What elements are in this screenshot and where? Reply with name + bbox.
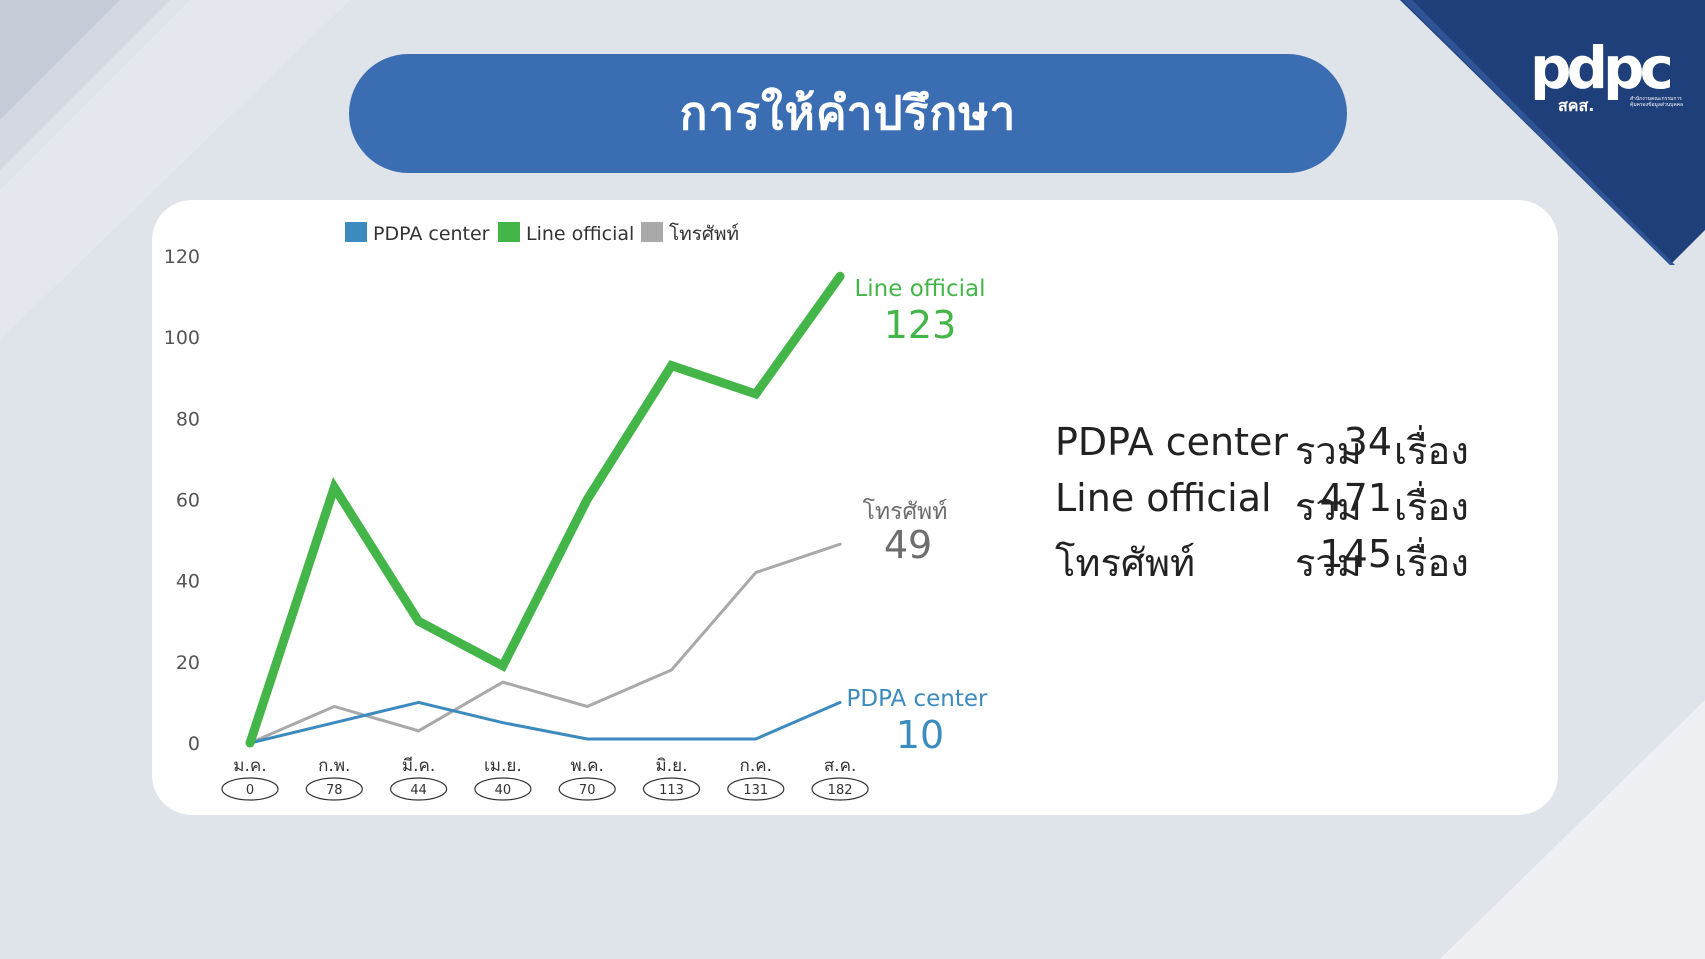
x-tick-label: ก.พ. bbox=[318, 756, 350, 776]
title-banner: การให้คำปรึกษา bbox=[349, 54, 1347, 173]
category-total-label: 0 bbox=[246, 783, 254, 798]
category-total-oval bbox=[221, 777, 279, 801]
category-total-oval bbox=[811, 777, 869, 801]
summary-value: 34 bbox=[1343, 420, 1392, 464]
category-total-label: 131 bbox=[743, 783, 768, 798]
bottom-right-shape bbox=[1440, 700, 1705, 959]
series-end-value: 49 bbox=[884, 523, 932, 567]
logo-subtitle: สคส. bbox=[1558, 96, 1595, 115]
summary-value: 471 bbox=[1319, 476, 1392, 520]
summary-total-label: รวม bbox=[1295, 541, 1362, 585]
summary-unit: เรื่อง bbox=[1394, 485, 1469, 529]
legend-swatch bbox=[498, 222, 520, 242]
legend-label: โทรศัพท์ bbox=[669, 222, 739, 245]
category-total-label: 44 bbox=[410, 783, 427, 798]
corner-stripe-light bbox=[0, 0, 350, 340]
category-total-oval bbox=[642, 777, 701, 801]
summary-name: PDPA center bbox=[1055, 420, 1288, 464]
legend-swatch bbox=[641, 222, 663, 242]
x-tick-label: ส.ค. bbox=[824, 756, 857, 776]
x-tick-label: พ.ค. bbox=[571, 756, 604, 776]
y-tick-label: 40 bbox=[176, 571, 200, 593]
legend-swatch bbox=[345, 222, 367, 242]
category-total-oval bbox=[305, 777, 363, 801]
summary-name: Line official bbox=[1055, 476, 1272, 520]
category-total-oval bbox=[390, 777, 448, 801]
summary-total-label: รวม bbox=[1295, 485, 1362, 529]
x-tick-label: มี.ค. bbox=[402, 756, 435, 776]
category-total-label: 70 bbox=[579, 783, 596, 798]
logo-wordmark: pdpc bbox=[1530, 34, 1674, 102]
summary-unit: เรื่อง bbox=[1394, 429, 1469, 473]
logo-fine-print: สำนักงานคณะกรรมการคุ้มครองข้อมูลส่วนบุคค… bbox=[1630, 96, 1684, 108]
summary-value: 145 bbox=[1319, 532, 1392, 576]
pdpc-logo: pdpc สคส. สำนักงานคณะกรรมการคุ้มครองข้อม… bbox=[1530, 36, 1690, 116]
page-title: การให้คำปรึกษา bbox=[679, 86, 1017, 140]
summary-total-label: รวม bbox=[1295, 429, 1362, 473]
summary-name: โทรศัพท์ bbox=[1055, 541, 1196, 585]
category-total-oval bbox=[727, 777, 785, 801]
y-tick-label: 60 bbox=[176, 490, 200, 512]
category-total-oval bbox=[558, 777, 616, 801]
chart-card bbox=[152, 200, 1558, 815]
series-end-label: Line official bbox=[854, 276, 985, 302]
series-end-label: โทรศัพท์ bbox=[863, 498, 948, 525]
x-tick-label: ก.ค. bbox=[740, 756, 772, 776]
summary-unit: เรื่อง bbox=[1394, 541, 1469, 585]
y-tick-label: 100 bbox=[164, 327, 200, 349]
y-tick-label: 80 bbox=[176, 408, 200, 430]
x-tick-label: ม.ค. bbox=[233, 756, 266, 776]
corner-stripe-mid bbox=[0, 0, 170, 170]
category-total-label: 40 bbox=[495, 783, 512, 798]
series-line-line-official bbox=[245, 271, 845, 748]
y-tick-label: 20 bbox=[176, 652, 200, 674]
series-line-pdpa-center bbox=[248, 700, 842, 745]
series-end-value: 10 bbox=[896, 713, 944, 757]
series-line-phone bbox=[248, 542, 842, 745]
legend-label: PDPA center bbox=[373, 223, 490, 245]
x-tick-label: เม.ย. bbox=[484, 756, 522, 776]
category-total-label: 113 bbox=[659, 783, 684, 798]
category-total-label: 182 bbox=[828, 783, 853, 798]
logo-corner-edge bbox=[1402, 0, 1675, 265]
series-end-value: 123 bbox=[884, 303, 957, 347]
y-tick-label: 0 bbox=[188, 733, 200, 755]
x-tick-label: มิ.ย. bbox=[656, 756, 688, 776]
legend-label: Line official bbox=[526, 223, 634, 245]
category-total-label: 78 bbox=[326, 783, 343, 798]
y-tick-label: 120 bbox=[164, 246, 200, 268]
category-total-oval bbox=[474, 777, 532, 801]
series-end-label: PDPA center bbox=[846, 686, 988, 712]
